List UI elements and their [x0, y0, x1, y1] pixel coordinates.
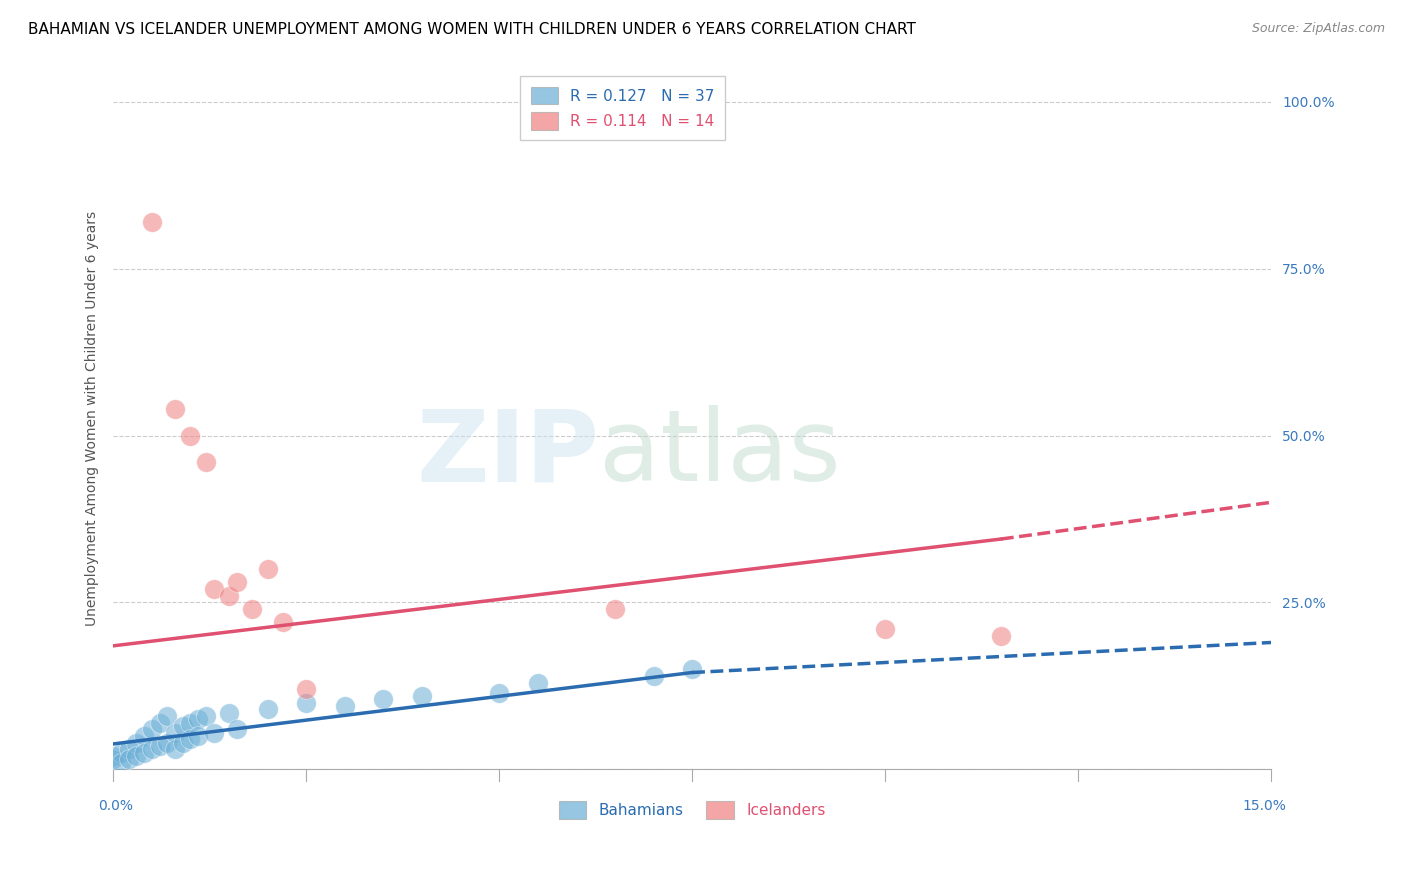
Point	[643, 669, 665, 683]
Point	[526, 675, 548, 690]
Point	[163, 725, 186, 739]
Point	[148, 739, 170, 753]
Text: Source: ZipAtlas.com: Source: ZipAtlas.com	[1251, 22, 1385, 36]
Point	[411, 689, 433, 703]
Point	[103, 748, 125, 763]
Point	[187, 712, 209, 726]
Point	[117, 752, 139, 766]
Point	[179, 428, 201, 442]
Point	[156, 709, 179, 723]
Point	[187, 729, 209, 743]
Point	[488, 685, 510, 699]
Point	[218, 706, 240, 720]
Point	[271, 615, 294, 630]
Point	[202, 725, 225, 739]
Point	[333, 698, 356, 713]
Point	[681, 662, 703, 676]
Point	[179, 732, 201, 747]
Point	[141, 742, 163, 756]
Point	[163, 742, 186, 756]
Text: 0.0%: 0.0%	[98, 799, 132, 814]
Point	[373, 692, 395, 706]
Point	[256, 702, 278, 716]
Point	[603, 602, 626, 616]
Point	[202, 582, 225, 596]
Legend: Bahamians, Icelanders: Bahamians, Icelanders	[553, 795, 831, 825]
Point	[179, 715, 201, 730]
Point	[218, 589, 240, 603]
Point	[132, 729, 155, 743]
Point	[194, 455, 217, 469]
Point	[295, 696, 318, 710]
Point	[103, 752, 125, 766]
Text: 15.0%: 15.0%	[1243, 799, 1286, 814]
Y-axis label: Unemployment Among Women with Children Under 6 years: Unemployment Among Women with Children U…	[86, 211, 100, 626]
Point	[194, 709, 217, 723]
Point	[875, 622, 897, 636]
Point	[172, 736, 194, 750]
Point	[117, 742, 139, 756]
Point	[225, 575, 247, 590]
Point	[132, 746, 155, 760]
Point	[163, 401, 186, 416]
Point	[110, 746, 132, 760]
Point	[240, 602, 263, 616]
Point	[148, 715, 170, 730]
Point	[156, 736, 179, 750]
Point	[172, 719, 194, 733]
Point	[990, 629, 1012, 643]
Point	[125, 748, 148, 763]
Text: ZIP: ZIP	[416, 406, 599, 502]
Point	[225, 723, 247, 737]
Text: atlas: atlas	[599, 406, 841, 502]
Point	[141, 215, 163, 229]
Point	[256, 562, 278, 576]
Point	[141, 723, 163, 737]
Point	[110, 756, 132, 770]
Point	[125, 736, 148, 750]
Text: BAHAMIAN VS ICELANDER UNEMPLOYMENT AMONG WOMEN WITH CHILDREN UNDER 6 YEARS CORRE: BAHAMIAN VS ICELANDER UNEMPLOYMENT AMONG…	[28, 22, 915, 37]
Point	[295, 682, 318, 697]
